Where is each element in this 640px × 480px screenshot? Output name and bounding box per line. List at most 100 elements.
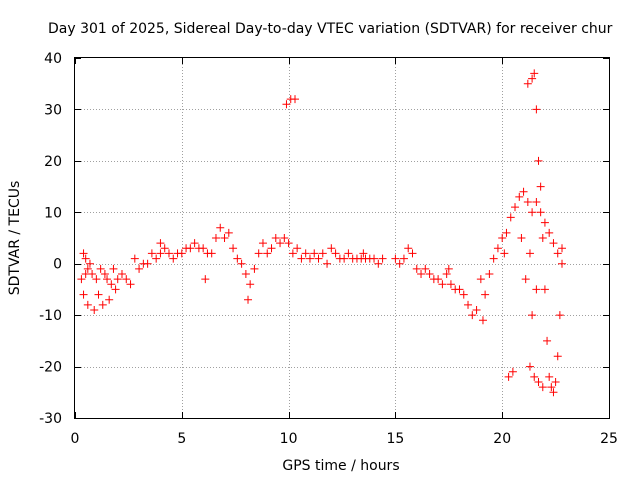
data-point xyxy=(374,259,383,268)
data-point xyxy=(126,280,135,289)
y-tick-label: 30 xyxy=(44,102,62,118)
data-point xyxy=(246,280,255,289)
data-point xyxy=(536,182,545,191)
data-point xyxy=(528,74,537,83)
data-point xyxy=(553,249,562,258)
data-point xyxy=(156,239,165,248)
y-tick-label: 40 xyxy=(44,51,62,67)
data-point xyxy=(177,249,186,258)
data-point xyxy=(109,264,118,273)
data-point xyxy=(489,254,498,263)
data-point xyxy=(254,249,263,258)
data-point xyxy=(532,285,541,294)
data-point xyxy=(85,259,94,268)
data-point xyxy=(94,290,103,299)
data-point xyxy=(284,239,293,248)
data-point xyxy=(117,270,126,278)
data-point xyxy=(83,300,92,309)
data-point xyxy=(545,228,554,237)
data-point xyxy=(271,234,280,242)
data-point xyxy=(305,254,314,263)
data-point xyxy=(107,280,116,289)
data-point xyxy=(201,275,210,284)
data-point xyxy=(558,244,567,253)
data-point xyxy=(331,249,340,258)
data-point xyxy=(493,244,502,253)
data-point xyxy=(216,223,225,232)
data-point xyxy=(511,203,520,212)
data-point xyxy=(79,249,88,258)
data-point xyxy=(258,239,267,248)
data-point xyxy=(412,264,421,273)
data-point xyxy=(318,249,327,258)
data-point xyxy=(547,383,556,392)
data-point xyxy=(105,295,114,304)
data-point xyxy=(504,372,513,381)
data-point xyxy=(538,383,547,392)
data-point xyxy=(229,244,238,253)
x-tick-label: 0 xyxy=(71,431,80,447)
data-point xyxy=(525,249,534,258)
data-point xyxy=(267,244,276,253)
data-point xyxy=(327,244,336,253)
plot-frame xyxy=(74,57,610,419)
data-point xyxy=(455,285,464,294)
data-point xyxy=(250,264,259,273)
data-point xyxy=(211,234,220,242)
grid-lines xyxy=(75,58,609,418)
data-point xyxy=(519,187,528,196)
data-point xyxy=(500,249,509,258)
data-point xyxy=(92,275,101,284)
data-point xyxy=(532,105,541,114)
data-point xyxy=(310,249,319,258)
data-point xyxy=(314,254,323,263)
data-point xyxy=(525,362,534,371)
y-axis-label: SDTVAR / TECUs xyxy=(7,181,23,296)
data-point xyxy=(130,254,139,263)
data-point xyxy=(135,264,144,273)
data-point xyxy=(340,254,349,263)
data-point xyxy=(442,270,451,278)
data-point xyxy=(359,249,368,258)
data-point xyxy=(534,156,543,165)
data-point xyxy=(100,270,109,278)
data-point xyxy=(528,208,537,217)
data-point xyxy=(276,239,285,248)
data-point xyxy=(220,234,229,242)
data-point xyxy=(425,270,434,278)
data-point xyxy=(244,295,253,304)
data-point xyxy=(459,290,468,299)
data-point xyxy=(464,300,473,309)
data-point xyxy=(122,275,131,284)
data-point xyxy=(540,218,549,227)
data-point xyxy=(186,244,195,253)
data-point xyxy=(558,259,567,268)
data-points xyxy=(77,69,567,397)
data-point xyxy=(323,259,332,268)
data-point xyxy=(417,270,426,278)
data-point xyxy=(528,311,537,320)
data-point xyxy=(293,244,302,253)
x-tick-label: 25 xyxy=(600,431,618,447)
data-point xyxy=(517,234,526,242)
x-axis-label: GPS time / hours xyxy=(282,458,399,474)
data-point xyxy=(83,264,92,273)
data-point xyxy=(538,234,547,242)
data-point xyxy=(169,254,178,263)
data-point xyxy=(444,264,453,273)
data-point xyxy=(113,275,122,284)
data-point xyxy=(404,244,413,253)
data-point xyxy=(156,249,165,258)
data-point xyxy=(408,249,417,258)
data-point xyxy=(143,259,152,268)
x-tick-label: 5 xyxy=(177,431,186,447)
data-point xyxy=(88,270,97,278)
data-point xyxy=(291,95,300,104)
data-point xyxy=(224,228,233,237)
y-tick-label: 0 xyxy=(53,257,62,273)
data-point xyxy=(521,275,530,284)
data-point xyxy=(530,69,539,78)
data-point xyxy=(540,285,549,294)
data-point xyxy=(545,372,554,381)
y-tick-label: -20 xyxy=(39,360,62,376)
